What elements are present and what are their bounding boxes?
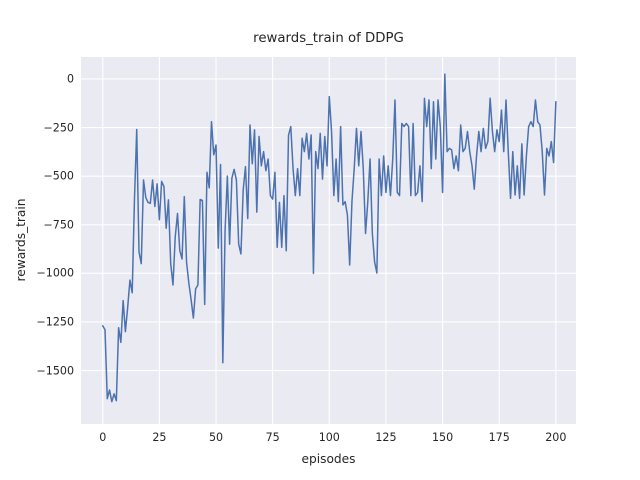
x-tick-label: 25 (152, 431, 167, 444)
x-tick-label: 175 (488, 431, 510, 444)
x-tick-label: 50 (208, 431, 224, 444)
x-tick-label: 0 (99, 431, 107, 444)
reward-line (102, 73, 557, 403)
y-tick-label: −750 (43, 218, 74, 232)
x-axis-label: episodes (301, 452, 356, 466)
y-tick-label: 0 (66, 72, 74, 86)
x-tick-label: 100 (318, 431, 340, 444)
x-tick-label: 125 (375, 431, 397, 444)
y-tick-label: −1000 (36, 266, 74, 280)
line-chart-svg (81, 57, 576, 424)
x-tick-label: 150 (431, 431, 454, 444)
y-tick-label: −500 (43, 169, 74, 183)
x-tick-label: 75 (265, 431, 280, 444)
y-tick-label: −1500 (36, 364, 74, 378)
y-tick-label: −1250 (36, 315, 74, 329)
chart-title: rewards_train of DDPG (253, 31, 404, 46)
y-tick-label: −250 (43, 121, 74, 135)
y-axis-label: rewards_train (14, 198, 28, 282)
x-tick-label: 200 (545, 431, 567, 444)
plot-area (81, 57, 576, 424)
